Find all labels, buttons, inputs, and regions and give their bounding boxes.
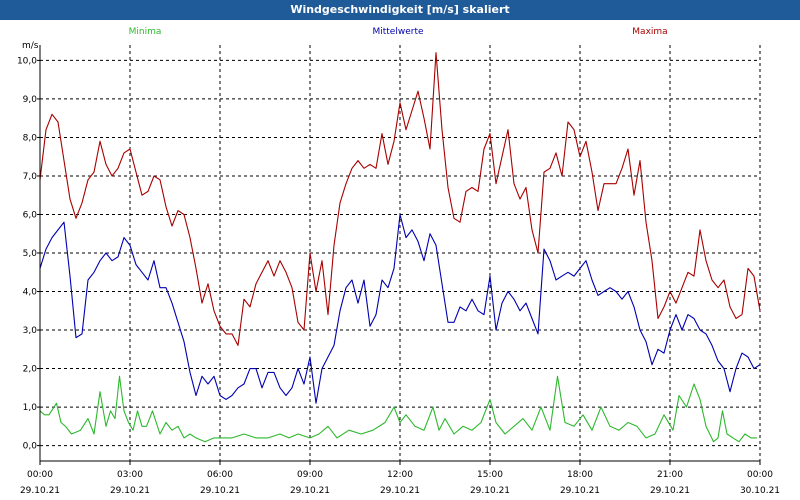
x-tick-time: 06:00	[207, 470, 233, 480]
legend-maxima: Maxima	[632, 27, 667, 37]
x-tick-time: 18:00	[567, 470, 593, 480]
y-tick-label: 4,0	[23, 288, 38, 298]
series-layer	[39, 52, 761, 443]
x-tick-date: 29.10.21	[290, 486, 330, 496]
x-tick-date: 30.10.21	[740, 486, 780, 496]
x-tick-time: 12:00	[387, 470, 413, 480]
legend-minima: Minima	[129, 27, 162, 37]
x-tick-time: 00:00	[747, 470, 773, 480]
y-tick-label: 3,0	[23, 326, 38, 336]
window-title: Windgeschwindigkeit [m/s] skaliert	[0, 0, 800, 20]
x-tick-date: 29.10.21	[380, 486, 420, 496]
y-tick-label: 1,0	[23, 403, 38, 413]
y-tick-label: 8,0	[23, 133, 38, 143]
x-tick-time: 15:00	[477, 470, 503, 480]
x-tick-date: 29.10.21	[470, 486, 510, 496]
y-tick-label: 0,0	[23, 442, 38, 452]
y-tick-label: 2,0	[23, 365, 38, 375]
y-axis-label: m/s	[22, 41, 39, 51]
y-tick-label: 10,0	[17, 56, 37, 66]
y-tick-label: 7,0	[23, 172, 38, 182]
y-tick-label: 5,0	[23, 249, 38, 259]
x-tick-time: 03:00	[117, 470, 143, 480]
y-tick-label: 9,0	[23, 95, 38, 105]
series-line-mittel	[39, 213, 761, 404]
series-line-minima	[39, 375, 757, 443]
legend-mittelwerte: Mittelwerte	[372, 27, 423, 37]
y-tick-label: 6,0	[23, 210, 38, 220]
x-tick-time: 00:00	[27, 470, 53, 480]
x-tick-time: 09:00	[297, 470, 323, 480]
y-tick-labels: 0,0 1,0 2,0 3,0 4,0 5,0 6,0 7,0 8,0 9,0 10,0	[17, 56, 40, 452]
x-tick-time: 21:00	[657, 470, 683, 480]
x-tick-date: 29.10.21	[650, 486, 690, 496]
series-line-maxima	[39, 52, 761, 346]
x-tick-labels: 00:00 29.10.21 03:00 29.10.21 06:00 29.10.21 0…	[20, 461, 780, 496]
x-tick-date: 29.10.21	[560, 486, 600, 496]
x-tick-date: 29.10.21	[20, 486, 60, 496]
x-tick-date: 29.10.21	[110, 486, 150, 496]
x-tick-date: 29.10.21	[200, 486, 240, 496]
